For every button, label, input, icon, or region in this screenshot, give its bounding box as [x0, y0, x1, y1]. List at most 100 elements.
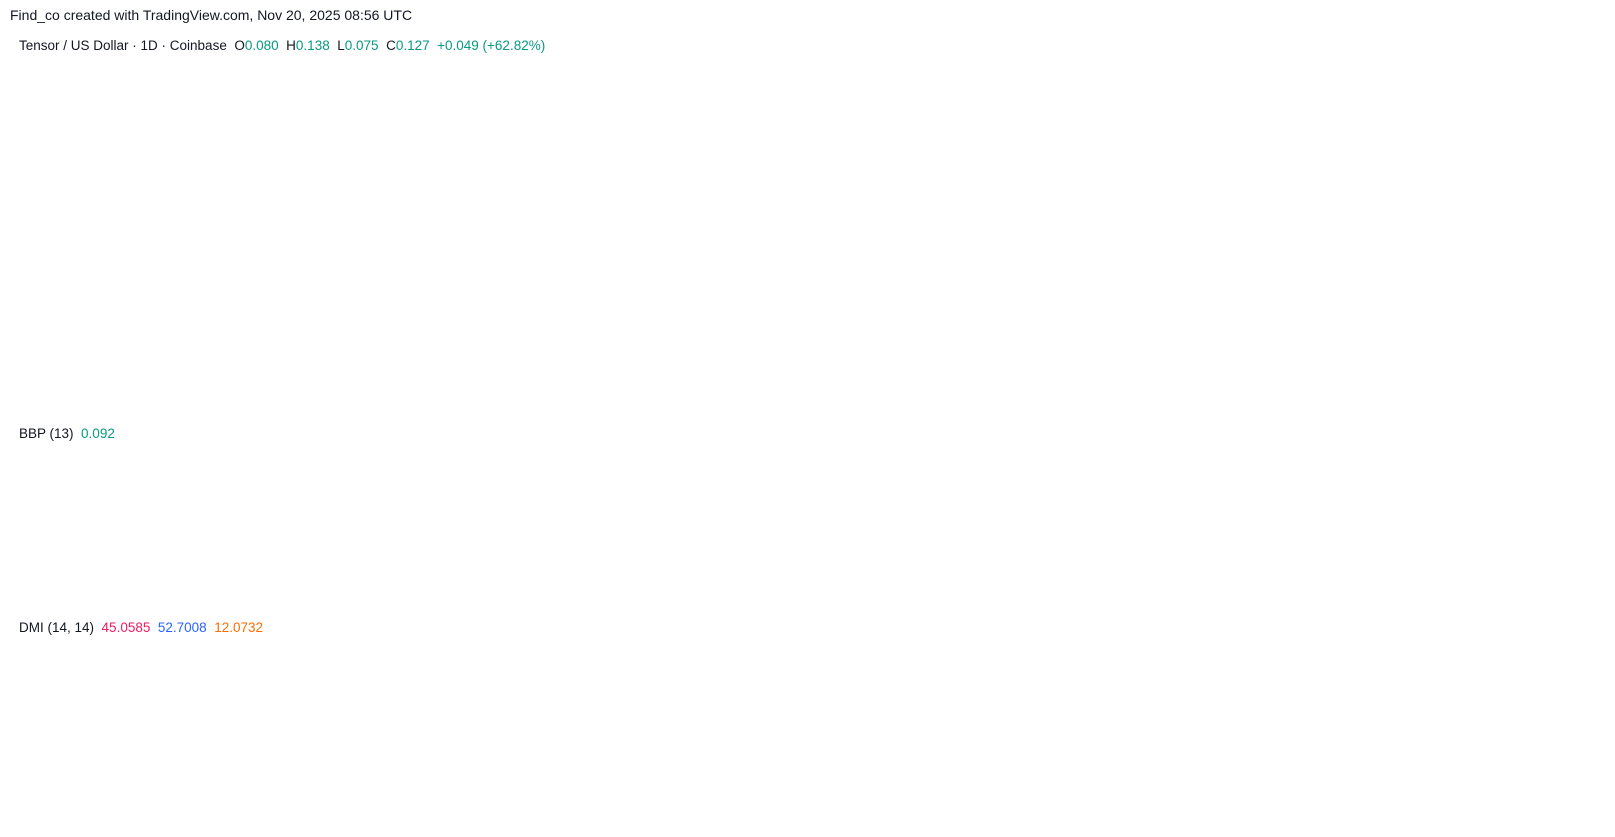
fib-level-label: 0.5 (0.159) [1402, 162, 1467, 177]
bbp-bar [642, 519, 650, 521]
candle [1125, 315, 1131, 332]
candle-body [1219, 352, 1226, 354]
candle-body [1183, 329, 1189, 331]
candle [1139, 322, 1145, 337]
bbp-bar [138, 501, 146, 519]
bbp-bar [518, 507, 526, 519]
bbp-bar [1102, 519, 1110, 552]
candle [1066, 262, 1072, 277]
candle-body [949, 229, 955, 237]
candle-body [81, 219, 87, 228]
bbp-bar [1277, 519, 1285, 529]
close-value: 0.127 [395, 38, 430, 53]
open-label: O [234, 38, 245, 53]
candle [329, 217, 335, 240]
candle [227, 119, 233, 133]
candle-body [672, 193, 678, 216]
candle-body [322, 202, 328, 235]
bbp-bar [927, 508, 934, 519]
candle [796, 220, 802, 239]
bbp-bar [80, 511, 88, 519]
bbp-bar [313, 519, 321, 536]
candle-body [650, 188, 656, 194]
bbp-bar [262, 519, 270, 533]
candle-body [146, 177, 152, 182]
candle-body [314, 184, 320, 202]
bbp-bar [153, 508, 161, 519]
candle-body [701, 222, 707, 227]
candle-body [833, 238, 839, 246]
low-value: 0.075 [344, 38, 379, 53]
bbp-bar [686, 519, 693, 541]
bbp-bar [1095, 519, 1102, 564]
candle [73, 222, 79, 235]
candle-body [307, 184, 313, 189]
candle-body [643, 193, 649, 202]
candle [234, 122, 240, 152]
bbp-bar [175, 519, 182, 535]
flag-stripe [1350, 401, 1364, 403]
bbp-bar [759, 519, 766, 520]
candle-body [1161, 333, 1167, 335]
bbp-bar [751, 511, 759, 519]
candle [1227, 346, 1233, 363]
candle-body [898, 236, 904, 240]
bbp-bar [1131, 519, 1139, 546]
bbp-bar [605, 498, 613, 519]
symbol-title[interactable]: Tensor / US Dollar · 1D · Coinbase [19, 38, 227, 53]
candle [183, 205, 189, 221]
candle-body [906, 229, 912, 237]
candle [307, 179, 313, 194]
bbp-bar [912, 511, 920, 519]
bbp-bar [58, 513, 66, 519]
candle [577, 189, 583, 208]
bbp-bar [1168, 519, 1175, 535]
candle [833, 233, 839, 251]
candle [1322, 279, 1328, 385]
flag-stripe [1350, 397, 1364, 399]
change-value: +0.049 (+62.82%) [437, 38, 546, 53]
candle-body [139, 174, 145, 178]
candle [15, 234, 21, 251]
flag-stripe [1321, 401, 1335, 403]
bbp-bar [525, 511, 533, 519]
candle [285, 148, 291, 190]
bbp-legend[interactable]: BBP (13) 0.092 [19, 426, 115, 441]
bbp-bar [299, 519, 307, 534]
bbp-bar [474, 519, 482, 525]
candle-body [876, 241, 882, 244]
bbp-bar [1146, 519, 1153, 539]
candle-body [395, 219, 401, 237]
candle [44, 219, 50, 235]
bbp-bar [700, 519, 708, 534]
candle [1292, 358, 1299, 373]
bbp-bar [416, 519, 423, 536]
bbp-bar [1000, 519, 1007, 548]
candle-body [1227, 352, 1233, 358]
candle [687, 217, 693, 235]
candle [475, 241, 481, 259]
bbp-bar [1189, 519, 1197, 531]
candle [657, 183, 663, 204]
candle [1000, 262, 1007, 284]
bbp-bar [824, 519, 832, 533]
bbp-bar [1080, 519, 1088, 527]
candle-body [387, 208, 393, 220]
bbp-bar [372, 519, 380, 530]
candle-body [263, 170, 269, 185]
bbp-bar [204, 478, 212, 519]
bbp-bar [401, 519, 409, 544]
bbp-bar [189, 518, 197, 519]
candle [424, 231, 430, 251]
bbp-bar [591, 494, 599, 519]
candle [504, 234, 510, 247]
bbp-value-tag: 0.092 [1486, 428, 1520, 443]
bbp-bar [357, 519, 365, 542]
flag-ring [1317, 388, 1339, 410]
candle-body [1190, 329, 1196, 340]
bbp-bar [1022, 519, 1029, 539]
candle-body [1066, 267, 1072, 271]
dmi-legend[interactable]: DMI (14, 14) 45.0585 52.7008 12.0732 [19, 620, 263, 635]
candle [66, 219, 72, 235]
